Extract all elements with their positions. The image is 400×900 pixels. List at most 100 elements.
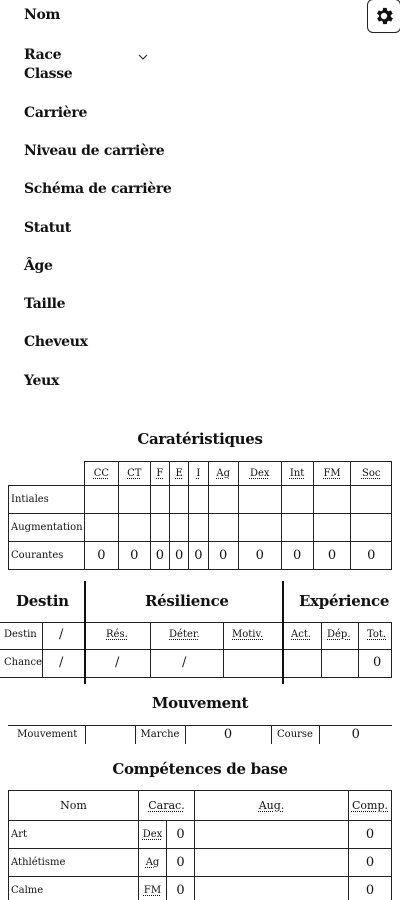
initial-cell[interactable] xyxy=(207,485,239,514)
gear-icon xyxy=(377,7,393,25)
augment-cell[interactable] xyxy=(117,513,151,542)
current-value: 0 xyxy=(350,541,392,570)
current-value: 0 xyxy=(168,541,190,570)
competences-table: Nom Carac. Aug. Comp. Art Dex 0 0 Athlét… xyxy=(8,790,392,900)
initial-cell[interactable] xyxy=(188,485,209,514)
comp-header-comp: Comp. xyxy=(351,799,388,812)
age-label[interactable]: Âge xyxy=(24,258,53,274)
mouvement-label: Mouvement xyxy=(8,725,86,744)
experience-title: Expérience xyxy=(299,592,390,610)
res-header: Rés. xyxy=(106,629,128,640)
determination-sep[interactable]: / xyxy=(182,655,187,670)
skill-carac: Dex xyxy=(142,829,163,840)
mouvement-table: Mouvement Marche 0 Course 0 xyxy=(8,725,392,744)
initial-cell[interactable] xyxy=(149,485,170,514)
augment-cell[interactable] xyxy=(280,513,314,542)
initial-cell[interactable] xyxy=(350,485,392,514)
comp-header-carac: Carac. xyxy=(148,799,185,812)
current-value: 0 xyxy=(237,541,282,570)
table-row: Calme FM 0 0 xyxy=(8,876,392,900)
col-ct: CT xyxy=(127,468,142,479)
skill-comp-value: 0 xyxy=(348,848,392,877)
characteristics-table: CC CT F E I Ag Dex Int FM Soc Intiales A… xyxy=(8,461,392,570)
block-separator xyxy=(84,581,86,684)
augment-cell[interactable] xyxy=(84,513,119,542)
skill-name: Art xyxy=(8,820,139,849)
marche-label: Marche xyxy=(134,725,186,744)
classe-label[interactable]: Classe xyxy=(24,66,73,82)
skill-name: Calme xyxy=(8,876,139,900)
current-value: 0 xyxy=(188,541,209,570)
current-value: 0 xyxy=(207,541,239,570)
augment-cell[interactable] xyxy=(350,513,392,542)
augment-cell[interactable] xyxy=(188,513,209,542)
skill-aug-input[interactable] xyxy=(194,876,349,900)
col-e: E xyxy=(175,468,183,479)
motiv-header: Motiv. xyxy=(232,629,264,640)
skill-comp-value: 0 xyxy=(348,820,392,849)
statut-label[interactable]: Statut xyxy=(24,220,71,236)
col-int: Int xyxy=(289,468,305,479)
comp-header-aug: Aug. xyxy=(258,799,285,812)
augment-cell[interactable] xyxy=(237,513,282,542)
skill-name: Athlétisme xyxy=(8,848,139,877)
skill-carac-value: 0 xyxy=(166,820,195,849)
initial-cell[interactable] xyxy=(312,485,352,514)
chance-sep[interactable]: / xyxy=(59,655,64,670)
augment-cell[interactable] xyxy=(312,513,352,542)
mouvement-input[interactable] xyxy=(84,725,136,744)
col-i: I xyxy=(196,468,201,479)
augment-cell[interactable] xyxy=(168,513,190,542)
skill-aug-input[interactable] xyxy=(194,820,349,849)
current-value: 0 xyxy=(117,541,151,570)
competences-title: Compétences de base xyxy=(112,760,288,778)
dep-header: Dép. xyxy=(327,629,351,640)
initial-cell[interactable] xyxy=(237,485,282,514)
current-value: 0 xyxy=(280,541,314,570)
skill-carac-value: 0 xyxy=(166,876,195,900)
comp-header-nom: Nom xyxy=(8,790,139,821)
col-fm: FM xyxy=(323,468,341,479)
initial-cell[interactable] xyxy=(280,485,314,514)
resilience-sep[interactable]: / xyxy=(115,655,120,670)
cheveux-label[interactable]: Cheveux xyxy=(24,334,88,350)
schema-carriere-label[interactable]: Schéma de carrière xyxy=(24,181,172,197)
course-value: 0 xyxy=(318,725,392,744)
initial-cell[interactable] xyxy=(84,485,119,514)
current-value: 0 xyxy=(149,541,170,570)
race-label[interactable]: Race xyxy=(24,47,62,63)
tot-header: Tot. xyxy=(367,629,387,640)
course-label: Course xyxy=(270,725,320,744)
deter-header: Déter. xyxy=(169,629,200,640)
current-value: 0 xyxy=(312,541,352,570)
skill-carac-value: 0 xyxy=(166,848,195,877)
niveau-carriere-label[interactable]: Niveau de carrière xyxy=(24,143,165,159)
initial-cell[interactable] xyxy=(117,485,151,514)
taille-label[interactable]: Taille xyxy=(24,296,66,312)
table-row: Art Dex 0 0 xyxy=(8,820,392,849)
row-courantes: Courantes xyxy=(8,541,85,570)
destin-title: Destin xyxy=(16,592,69,610)
augment-cell[interactable] xyxy=(149,513,170,542)
destin-sep[interactable]: / xyxy=(59,627,64,642)
marche-value: 0 xyxy=(184,725,272,744)
initial-cell[interactable] xyxy=(168,485,190,514)
characteristics-title: Caratéristiques xyxy=(137,430,263,448)
mouvement-title: Mouvement xyxy=(151,694,249,712)
skill-carac: FM xyxy=(143,885,162,896)
act-header: Act. xyxy=(291,629,312,640)
skill-carac: Ag xyxy=(145,857,160,868)
augment-cell[interactable] xyxy=(207,513,239,542)
col-soc: Soc xyxy=(361,468,381,479)
yeux-label[interactable]: Yeux xyxy=(24,373,60,389)
experience-total: 0 xyxy=(373,655,382,670)
row-augmentation: Augmentation xyxy=(8,513,85,542)
col-f: F xyxy=(156,468,164,479)
settings-button[interactable] xyxy=(367,0,400,33)
table-row: Athlétisme Ag 0 0 xyxy=(8,848,392,877)
nom-label[interactable]: Nom xyxy=(24,7,61,23)
carriere-label[interactable]: Carrière xyxy=(24,105,88,121)
destin-row-label: Destin xyxy=(4,629,37,640)
chevron-down-icon[interactable] xyxy=(137,52,149,62)
skill-aug-input[interactable] xyxy=(194,848,349,877)
